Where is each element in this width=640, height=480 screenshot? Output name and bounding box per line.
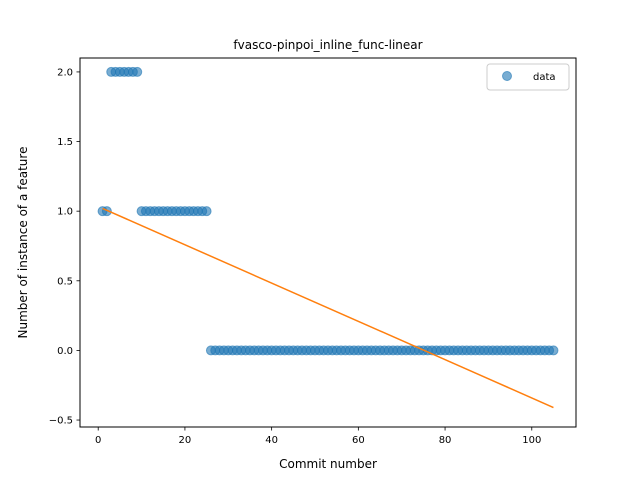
plot-marks [97,66,559,409]
x-tick-label: 100 [522,435,541,446]
data-point [548,345,559,356]
plot-frame [79,57,577,428]
y-tick-label: 0.0 [57,346,73,357]
chart-title: fvasco-pinpoi_inline_func-linear [233,38,422,52]
legend-marker-data [502,71,512,81]
y-axis-label: Number of instance of a feature [16,147,30,339]
x-tick-label: 40 [265,435,278,446]
x-axis-ticks: 0 20 40 60 80 100 [95,427,541,446]
x-tick-label: 0 [95,435,101,446]
data-point [132,66,143,77]
x-tick-label: 60 [352,435,365,446]
y-axis-ticks: −0.5 0.0 0.5 1.0 1.5 2.0 [49,67,80,427]
legend: data [486,63,570,91]
legend-box [486,63,570,91]
x-tick-label: 80 [439,435,452,446]
x-axis-label: Commit number [279,457,377,471]
data-point [201,206,212,217]
x-tick-label: 20 [179,435,192,446]
y-tick-label: 1.5 [57,137,73,148]
fit-line [102,207,554,409]
y-tick-label: 1.0 [57,207,73,218]
y-tick-label: −0.5 [49,416,73,427]
legend-label-data: data [533,72,556,83]
y-tick-label: 0.5 [57,276,73,287]
y-tick-label: 2.0 [57,67,73,78]
